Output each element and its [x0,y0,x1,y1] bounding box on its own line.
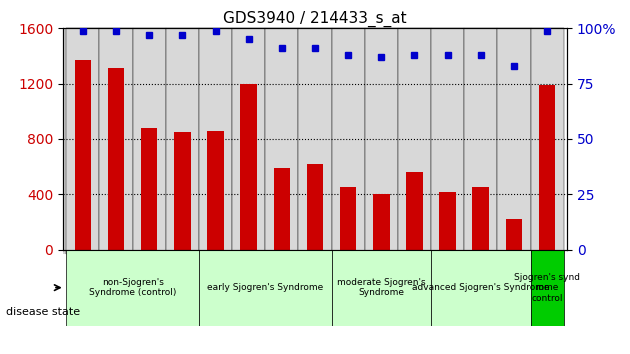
FancyBboxPatch shape [232,28,265,254]
FancyBboxPatch shape [431,28,464,254]
FancyBboxPatch shape [66,250,199,326]
FancyBboxPatch shape [398,28,431,254]
FancyBboxPatch shape [299,28,331,254]
FancyBboxPatch shape [166,28,199,254]
Bar [340,187,357,250]
Bar [406,172,423,250]
FancyBboxPatch shape [365,28,398,254]
Bar [472,187,489,250]
FancyBboxPatch shape [530,250,564,326]
Bar [174,132,191,250]
Bar [108,68,124,250]
Bar [273,168,290,250]
FancyBboxPatch shape [66,28,100,254]
FancyBboxPatch shape [265,28,299,254]
Text: early Sjogren's Syndrome: early Sjogren's Syndrome [207,283,323,292]
Text: disease state: disease state [6,307,81,316]
Bar [539,85,556,250]
Text: advanced Sjogren's Syndrome: advanced Sjogren's Syndrome [412,283,549,292]
FancyBboxPatch shape [199,250,331,326]
FancyBboxPatch shape [464,28,497,254]
Bar [373,194,389,250]
FancyBboxPatch shape [100,28,133,254]
FancyBboxPatch shape [431,250,530,326]
Bar [439,192,456,250]
Bar [506,219,522,250]
FancyBboxPatch shape [133,28,166,254]
Text: non-Sjogren's
Syndrome (control): non-Sjogren's Syndrome (control) [89,278,176,297]
Title: GDS3940 / 214433_s_at: GDS3940 / 214433_s_at [223,11,407,27]
Text: moderate Sjogren's
Syndrome: moderate Sjogren's Syndrome [337,278,426,297]
Bar [207,131,224,250]
Bar [141,128,158,250]
FancyBboxPatch shape [331,250,431,326]
Bar [307,164,323,250]
FancyBboxPatch shape [63,28,560,254]
Bar [241,84,257,250]
FancyBboxPatch shape [331,28,365,254]
Bar [74,60,91,250]
FancyBboxPatch shape [497,28,530,254]
FancyBboxPatch shape [530,28,564,254]
Text: Sjogren's synd
rome
control: Sjogren's synd rome control [514,273,580,303]
FancyBboxPatch shape [199,28,232,254]
